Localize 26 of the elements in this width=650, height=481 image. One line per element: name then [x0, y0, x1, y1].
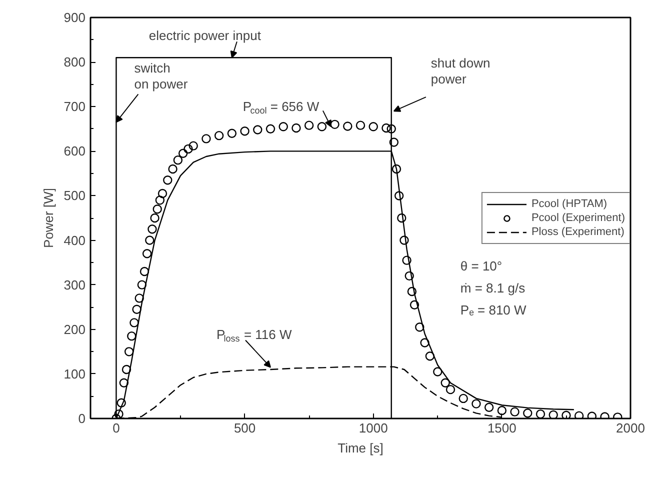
x-tick-label: 500: [234, 420, 256, 436]
x-axis-title: Time [s]: [338, 440, 384, 456]
legend-label: Ploss (Experiment): [531, 224, 624, 238]
y-tick-label: 100: [64, 366, 86, 382]
x-tick-label: 0: [112, 420, 120, 436]
y-tick-label: 600: [64, 144, 86, 159]
y-axis-title: Power [W]: [40, 188, 56, 248]
legend-label: Pcool (Experiment): [531, 210, 625, 224]
x-tick-label: 1000: [358, 420, 388, 436]
annotation: Pₑ = 810 W: [460, 302, 528, 318]
y-tick-label: 900: [64, 10, 86, 25]
annotation: electric power input: [148, 28, 262, 44]
y-tick-label: 0: [78, 411, 86, 426]
y-tick-label: 700: [64, 99, 86, 114]
legend-label: Pcool (HPTAM): [531, 196, 608, 210]
annotation: θ = 10°: [460, 258, 502, 274]
annotation: shut down power: [430, 56, 490, 87]
y-tick-label: 400: [64, 232, 86, 248]
x-tick-label: 1500: [487, 420, 516, 436]
y-tick-label: 300: [64, 277, 86, 292]
annotation: switch on power: [134, 60, 188, 92]
y-tick-label: 500: [64, 188, 86, 204]
y-tick-label: 200: [64, 322, 86, 337]
x-tick-label: 2000: [616, 420, 645, 436]
y-tick-label: 800: [64, 54, 86, 70]
annotation: ṁ = 8.1 g/s: [460, 280, 526, 296]
